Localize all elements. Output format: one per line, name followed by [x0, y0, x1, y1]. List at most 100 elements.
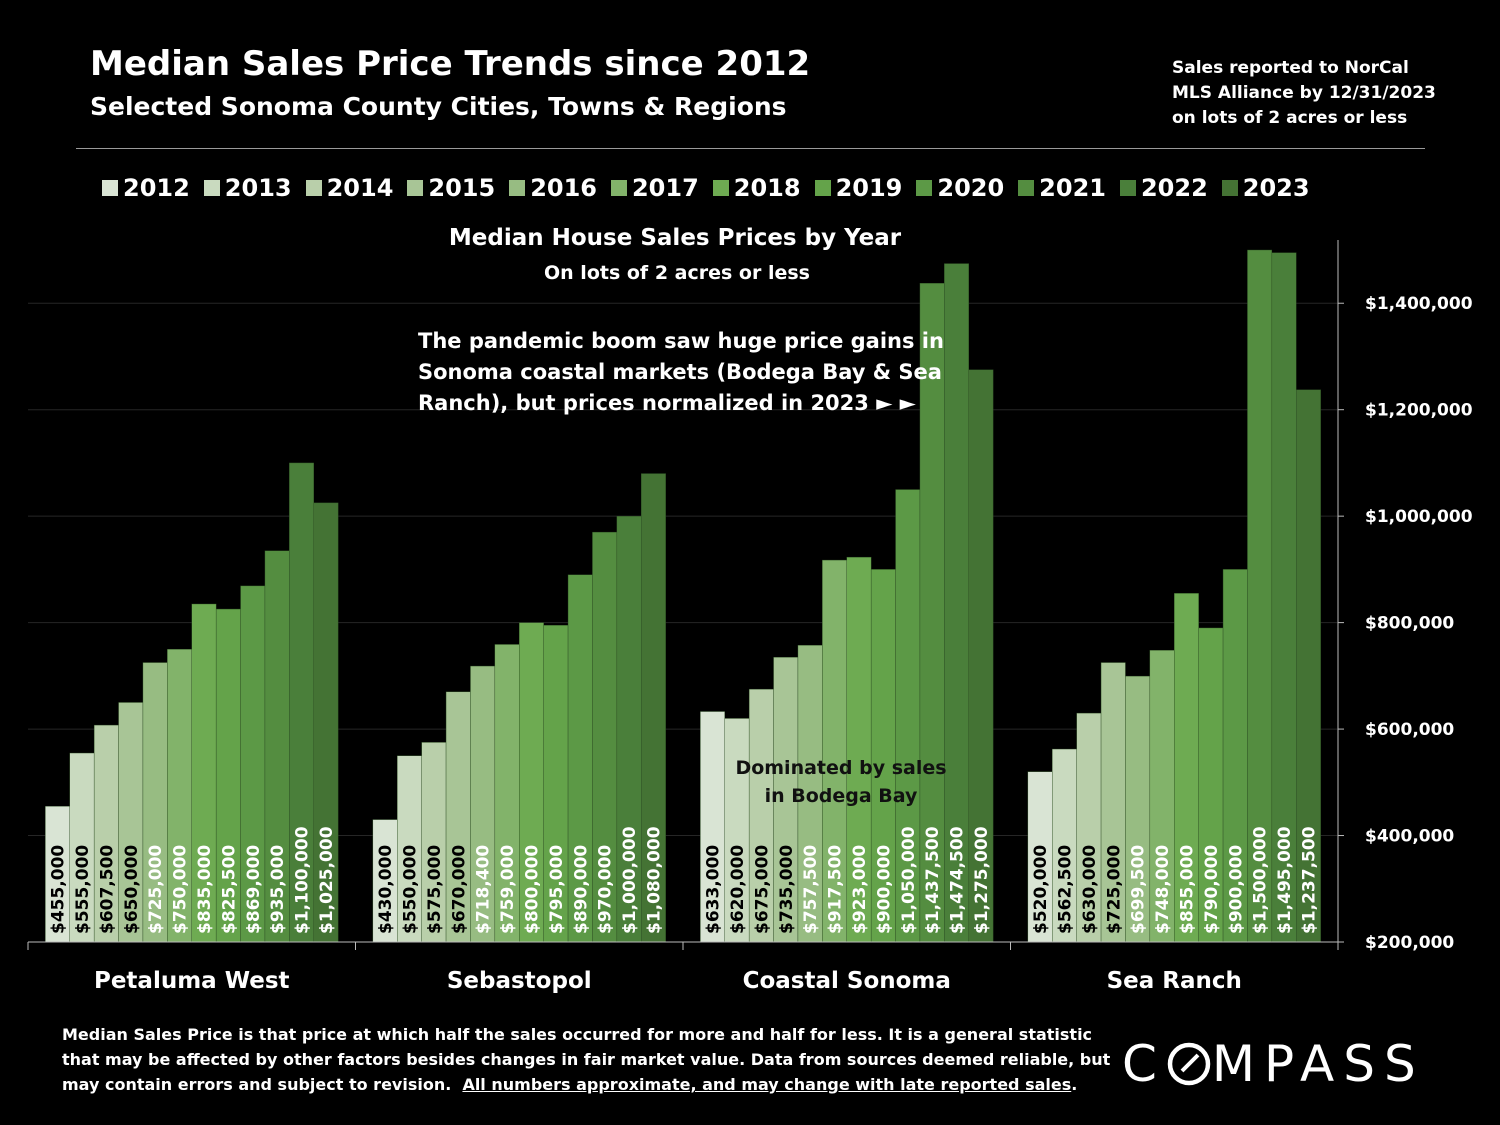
- category-label: Petaluma West: [94, 968, 290, 994]
- bar-value-label: $1,275,000: [972, 826, 992, 934]
- legend-label: 2014: [326, 174, 394, 202]
- bar-2020: [895, 489, 921, 943]
- bar-2013: [1052, 748, 1077, 943]
- y-tick-label: $800,000: [1365, 614, 1454, 634]
- bar-value-label: $855,000: [1177, 845, 1197, 934]
- legend-swatch: [1018, 180, 1035, 196]
- y-tick-label: $400,000: [1365, 827, 1454, 847]
- bar-2022: [289, 462, 314, 943]
- bar-value-label: $699,500: [1129, 845, 1149, 934]
- legend-label: 2021: [1039, 174, 1106, 202]
- bar-value-label: $1,237,500: [1299, 826, 1319, 934]
- bar-value-label: $575,000: [425, 845, 445, 934]
- legend-item-2013: 2013: [203, 174, 292, 202]
- bar-value-label: $607,500: [97, 845, 117, 934]
- footer-disclaimer-line: that may be affected by other factors be…: [62, 1050, 1111, 1069]
- legend-item-2014: 2014: [305, 174, 394, 202]
- legend-label: 2019: [835, 174, 903, 202]
- legend-item-2022: 2022: [1119, 174, 1208, 202]
- legend-item-2015: 2015: [407, 174, 495, 202]
- bar-2022: [616, 515, 642, 943]
- bodega-annotation-line: Dominated by sales: [735, 757, 946, 779]
- pandemic-annotation-line: Sonoma coastal markets (Bodega Bay & Sea: [418, 360, 942, 384]
- bar-value-label: $1,000,000: [620, 826, 640, 934]
- legend-swatch: [1221, 180, 1238, 196]
- bar-2022: [1271, 252, 1297, 943]
- bar-value-label: $1,080,000: [644, 826, 664, 934]
- axes: $200,000 $400,000 $600,000 $800,000 $1,000,0…: [27, 240, 1473, 994]
- y-tick-label: $1,000,000: [1365, 507, 1473, 527]
- bar-value-label: $890,000: [571, 845, 591, 934]
- legend-swatch: [610, 180, 627, 196]
- bar-2019: [870, 569, 896, 943]
- legend-label: 2023: [1242, 174, 1310, 202]
- pandemic-annotation-line: The pandemic boom saw huge price gains i…: [418, 329, 944, 353]
- bar-2019: [1198, 627, 1224, 943]
- bar-value-label: $620,000: [728, 845, 748, 934]
- chart-legend: 2012 2013 2014 2015 2016 2017 2018 2019 2020 2021…: [102, 171, 1324, 205]
- legend-swatch: [102, 180, 118, 196]
- legend-item-2012: 2012: [102, 174, 190, 202]
- legend-item-2016: 2016: [509, 174, 597, 202]
- bar-2019: [543, 625, 569, 943]
- page-title: Median Sales Price Trends since 2012: [90, 44, 811, 84]
- legend-swatch: [407, 180, 424, 196]
- bar-value-label: $630,000: [1080, 845, 1100, 934]
- bar-2016: [142, 662, 168, 943]
- bar-2013: [397, 755, 422, 943]
- bar-2014: [93, 724, 119, 943]
- bar-2012: [372, 819, 398, 943]
- bars: $455,000 $555,000 $607,500 $650,000 $725,000…: [45, 249, 1321, 943]
- category-label: Coastal Sonoma: [743, 968, 951, 994]
- bar-value-label: $725,000: [1104, 845, 1124, 934]
- bar-value-label: $750,000: [171, 845, 191, 934]
- logo-text-start: C: [1122, 1035, 1166, 1093]
- category-label: Sea Ranch: [1107, 968, 1242, 994]
- bar-value-label: $800,000: [522, 845, 542, 934]
- legend-item-2019: 2019: [814, 174, 903, 202]
- bar-value-label: $675,000: [752, 845, 772, 934]
- legend-item-2017: 2017: [610, 174, 699, 202]
- footer-underlined-note: All numbers approximate, and may change …: [462, 1075, 1072, 1094]
- bar-2021: [919, 283, 945, 943]
- bar-2012: [700, 711, 725, 943]
- bar-value-label: $917,500: [826, 845, 846, 934]
- legend-item-2018: 2018: [712, 174, 801, 202]
- bar-value-label: $1,474,500: [948, 826, 968, 934]
- bar-2017: [494, 644, 520, 943]
- bar-value-label: $520,000: [1031, 845, 1051, 934]
- bar-2013: [69, 752, 95, 943]
- bar-value-label: $670,000: [449, 845, 469, 934]
- category-label: Sebastopol: [447, 968, 592, 994]
- bodega-annotation-line: in Bodega Bay: [765, 785, 918, 807]
- bar-value-label: $757,500: [801, 845, 821, 934]
- bar-value-label: $923,000: [850, 845, 870, 934]
- chart-title: Median House Sales Prices by Year: [449, 225, 902, 251]
- legend-label: 2013: [224, 174, 292, 202]
- y-tick-label: $600,000: [1365, 720, 1454, 740]
- bar-value-label: $633,000: [704, 845, 724, 934]
- legend-label: 2015: [428, 174, 496, 202]
- bar-2020: [240, 585, 266, 943]
- logo-o-icon: [1166, 1035, 1212, 1093]
- bar-2012: [45, 806, 70, 943]
- legend-label: 2018: [733, 174, 801, 202]
- legend-swatch: [916, 180, 933, 196]
- bar-value-label: $748,000: [1153, 845, 1173, 934]
- footer-disclaimer-line: may contain errors and subject to revisi…: [62, 1075, 1077, 1094]
- bar-value-label: $835,000: [195, 845, 215, 934]
- bar-2012: [1027, 771, 1053, 943]
- header-divider: [76, 148, 1425, 149]
- bar-value-label: $790,000: [1202, 845, 1222, 934]
- bar-2013: [724, 718, 750, 943]
- bar-value-label: $825,500: [219, 845, 239, 934]
- bar-value-label: $935,000: [268, 845, 288, 934]
- bar-value-label: $900,000: [1226, 845, 1246, 934]
- bar-2016: [797, 645, 823, 943]
- legend-swatch: [509, 180, 526, 196]
- legend-label: 2016: [530, 174, 597, 202]
- legend-item-2023: 2023: [1221, 174, 1310, 202]
- y-tick-label: $1,400,000: [1365, 294, 1473, 314]
- bar-value-label: $455,000: [49, 845, 69, 934]
- bar-2014: [1076, 712, 1102, 943]
